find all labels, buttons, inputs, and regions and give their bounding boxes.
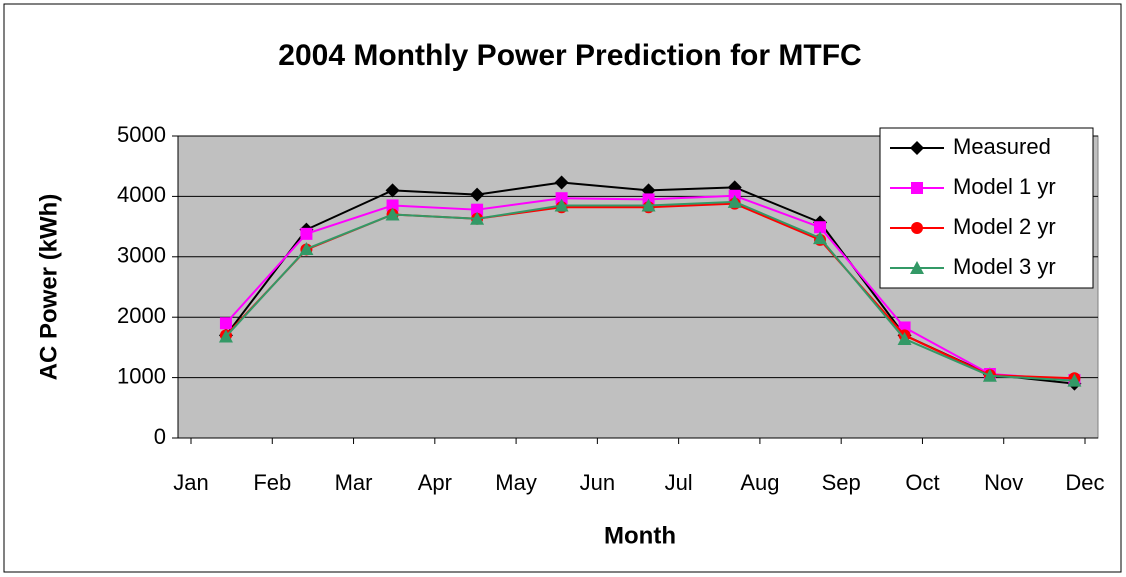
y-tick-label: 4000 — [117, 182, 166, 207]
y-tick-label: 0 — [154, 424, 166, 449]
x-tick-label: Jan — [173, 470, 208, 495]
marker — [386, 199, 399, 212]
marker — [727, 194, 742, 208]
legend-box — [879, 127, 1094, 289]
x-tick-label: Feb — [253, 470, 291, 495]
x-tick-label: Apr — [418, 470, 452, 495]
marker — [299, 241, 314, 255]
legend-marker — [910, 141, 924, 155]
x-tick-label: Aug — [740, 470, 779, 495]
x-tick-label: Jun — [580, 470, 615, 495]
legend-marker — [911, 182, 923, 194]
marker — [385, 183, 400, 198]
legend-label: Measured — [953, 134, 1051, 159]
legend-marker — [910, 261, 924, 274]
marker — [897, 331, 912, 345]
y-tick-label: 3000 — [117, 243, 166, 268]
marker — [470, 211, 485, 225]
marker — [471, 203, 484, 216]
x-tick-label: Sep — [822, 470, 861, 495]
marker — [300, 227, 313, 240]
legend-label: Model 1 yr — [953, 174, 1056, 199]
marker — [814, 221, 827, 234]
marker — [982, 368, 997, 382]
x-tick-label: Mar — [335, 470, 373, 495]
legend-label: Model 3 yr — [953, 254, 1056, 279]
x-axis-title: Month — [604, 522, 676, 549]
x-tick-label: Oct — [905, 470, 939, 495]
y-tick-label: 2000 — [117, 303, 166, 328]
marker — [641, 198, 656, 212]
legend-label: Model 2 yr — [953, 214, 1056, 239]
marker — [470, 187, 485, 202]
marker — [385, 207, 400, 221]
chart-title: 2004 Monthly Power Prediction for MTFC — [278, 39, 861, 72]
marker — [813, 231, 828, 245]
x-tick-label: May — [495, 470, 537, 495]
x-tick-label: Jul — [665, 470, 693, 495]
y-tick-label: 1000 — [117, 363, 166, 388]
marker — [1067, 373, 1082, 387]
x-tick-label: Dec — [1065, 470, 1104, 495]
marker — [554, 175, 569, 190]
legend-marker — [911, 222, 923, 234]
y-axis-title: AC Power (kWh) — [35, 194, 62, 381]
y-tick-label: 5000 — [117, 122, 166, 147]
marker — [218, 329, 233, 343]
x-tick-label: Nov — [984, 470, 1023, 495]
marker — [555, 192, 568, 205]
marker — [554, 198, 569, 212]
marker — [219, 317, 232, 330]
